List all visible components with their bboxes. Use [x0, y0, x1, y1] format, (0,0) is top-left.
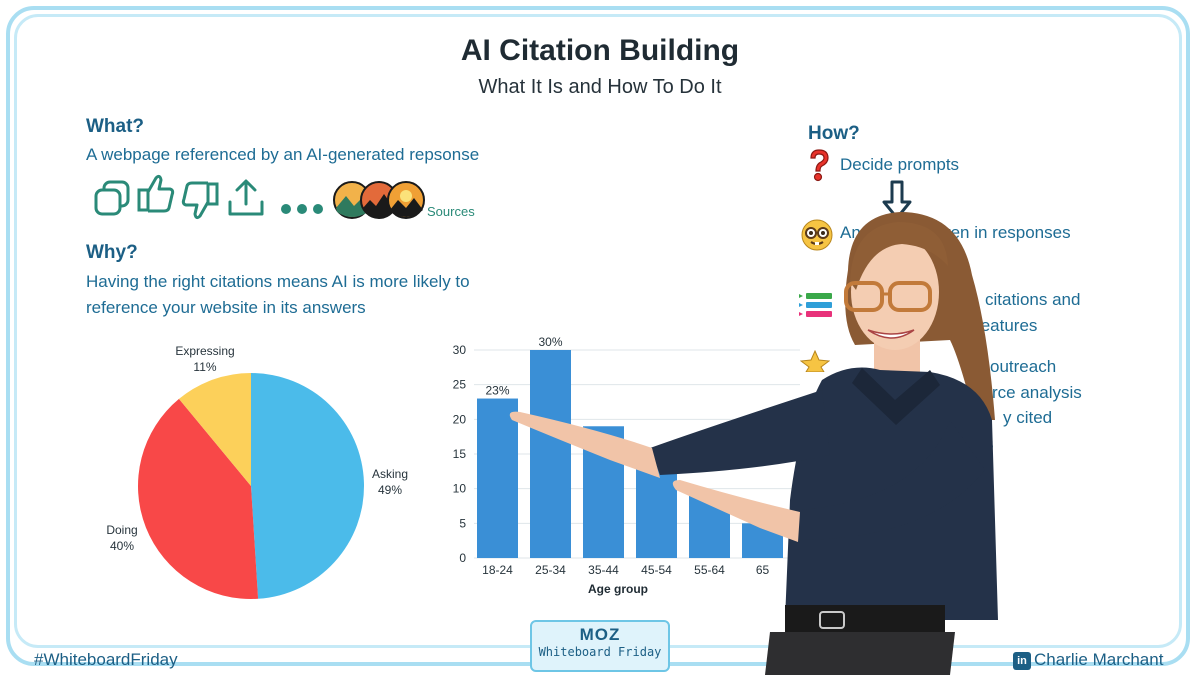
- x-tick-label: 25-34: [535, 563, 566, 577]
- y-tick-label: 30: [453, 343, 467, 357]
- thumbs-up-icon: [137, 174, 175, 213]
- how-step-4-line-3: y cited: [1003, 408, 1053, 427]
- hashtag: #WhiteboardFriday: [34, 650, 178, 669]
- bar-25-34: [530, 350, 571, 558]
- y-tick-label: 0: [459, 551, 466, 565]
- y-tick-label: 5: [459, 516, 466, 530]
- star-icon: [800, 350, 830, 372]
- what-text: A webpage referenced by an AI-generated …: [86, 145, 480, 164]
- source-thumbnails: [333, 181, 425, 219]
- intent-pie-chart: [137, 373, 365, 599]
- pie-slice-asking: [251, 373, 365, 599]
- x-axis-title: Age group: [588, 582, 648, 596]
- sources-label: Sources: [427, 204, 475, 219]
- pie-label-doing-value: 40%: [109, 539, 135, 553]
- bar-18-24: [477, 398, 518, 558]
- x-tick-label: 65: [756, 563, 770, 577]
- pie-slice-expressing: [178, 373, 251, 486]
- page-subtitle: What It Is and How To Do It: [478, 76, 722, 98]
- bar-data-label: 30%: [538, 335, 562, 349]
- how-step-4-line-2: rce analysis: [992, 383, 1082, 402]
- pie-label-expressing-name: Expressing: [175, 344, 235, 358]
- x-tick-label: 18-24: [482, 563, 513, 577]
- moz-logo: MOZ: [579, 625, 621, 644]
- bar-45-54: [636, 460, 677, 558]
- age-group-bar-chart: 0 5 10 15 20 25 30 18-24 23% 25-34 30% 35-44 45-54 55…: [453, 335, 800, 596]
- author-name[interactable]: Charlie Marchant: [1034, 650, 1164, 669]
- pie-label-expressing: Expressing 11%: [158, 343, 252, 375]
- arrow-down-icon: [882, 180, 912, 220]
- y-tick-label: 15: [453, 447, 467, 461]
- copy-icon: [94, 180, 130, 216]
- how-heading: How?: [808, 123, 860, 144]
- how-step-4-line-1: outreach: [990, 357, 1057, 376]
- share-icon: [228, 179, 264, 216]
- pie-slice-doing: [137, 398, 259, 599]
- colored-list-icon: [799, 293, 832, 317]
- how-step-3-line-2: features: [976, 316, 1038, 335]
- x-tick-label: 45-54: [641, 563, 672, 577]
- page-title: AI Citation Building: [460, 34, 740, 67]
- linkedin-icon[interactable]: in: [1013, 652, 1031, 670]
- pie-label-expressing-value: 11%: [193, 360, 217, 374]
- x-tick-label: 55-64: [694, 563, 725, 577]
- nerd-face-icon: [801, 219, 833, 251]
- why-heading: Why?: [86, 242, 138, 263]
- how-step-1: Decide prompts: [840, 155, 960, 174]
- pie-label-doing: Doing 40%: [92, 522, 152, 554]
- pie-label-asking-value: 49%: [377, 483, 403, 497]
- pie-label-asking: Asking 49%: [360, 466, 420, 498]
- question-mark-icon: [810, 149, 829, 182]
- thumbs-down-icon: [181, 181, 219, 220]
- what-heading: What?: [86, 116, 145, 137]
- whiteboard-friday-badge: MOZ Whiteboard Friday: [530, 620, 670, 672]
- pie-label-doing-name: Doing: [106, 523, 138, 537]
- y-tick-label: 25: [453, 378, 467, 392]
- x-tick-label: 35-44: [588, 563, 619, 577]
- pie-label-asking-name: Asking: [371, 467, 409, 481]
- bar-data-label: 23%: [485, 384, 509, 398]
- why-line-1: Having the right citations means AI is m…: [86, 272, 470, 291]
- how-step-3-line-1: citations and: [985, 290, 1081, 309]
- whiteboard-friday-label: Whiteboard Friday: [538, 645, 662, 659]
- more-dots-icon: [281, 204, 323, 214]
- why-line-2: reference your website in its answers: [86, 298, 366, 317]
- y-tick-label: 10: [453, 482, 467, 496]
- y-tick-label: 20: [453, 412, 467, 426]
